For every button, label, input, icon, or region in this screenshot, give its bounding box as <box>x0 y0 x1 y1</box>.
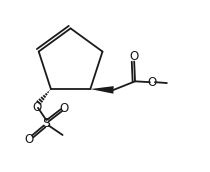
Text: O: O <box>59 102 69 115</box>
Text: O: O <box>130 50 139 63</box>
Text: O: O <box>24 133 34 146</box>
Polygon shape <box>90 86 114 94</box>
Text: S: S <box>42 117 50 130</box>
Text: O: O <box>32 101 42 114</box>
Text: O: O <box>148 76 157 89</box>
